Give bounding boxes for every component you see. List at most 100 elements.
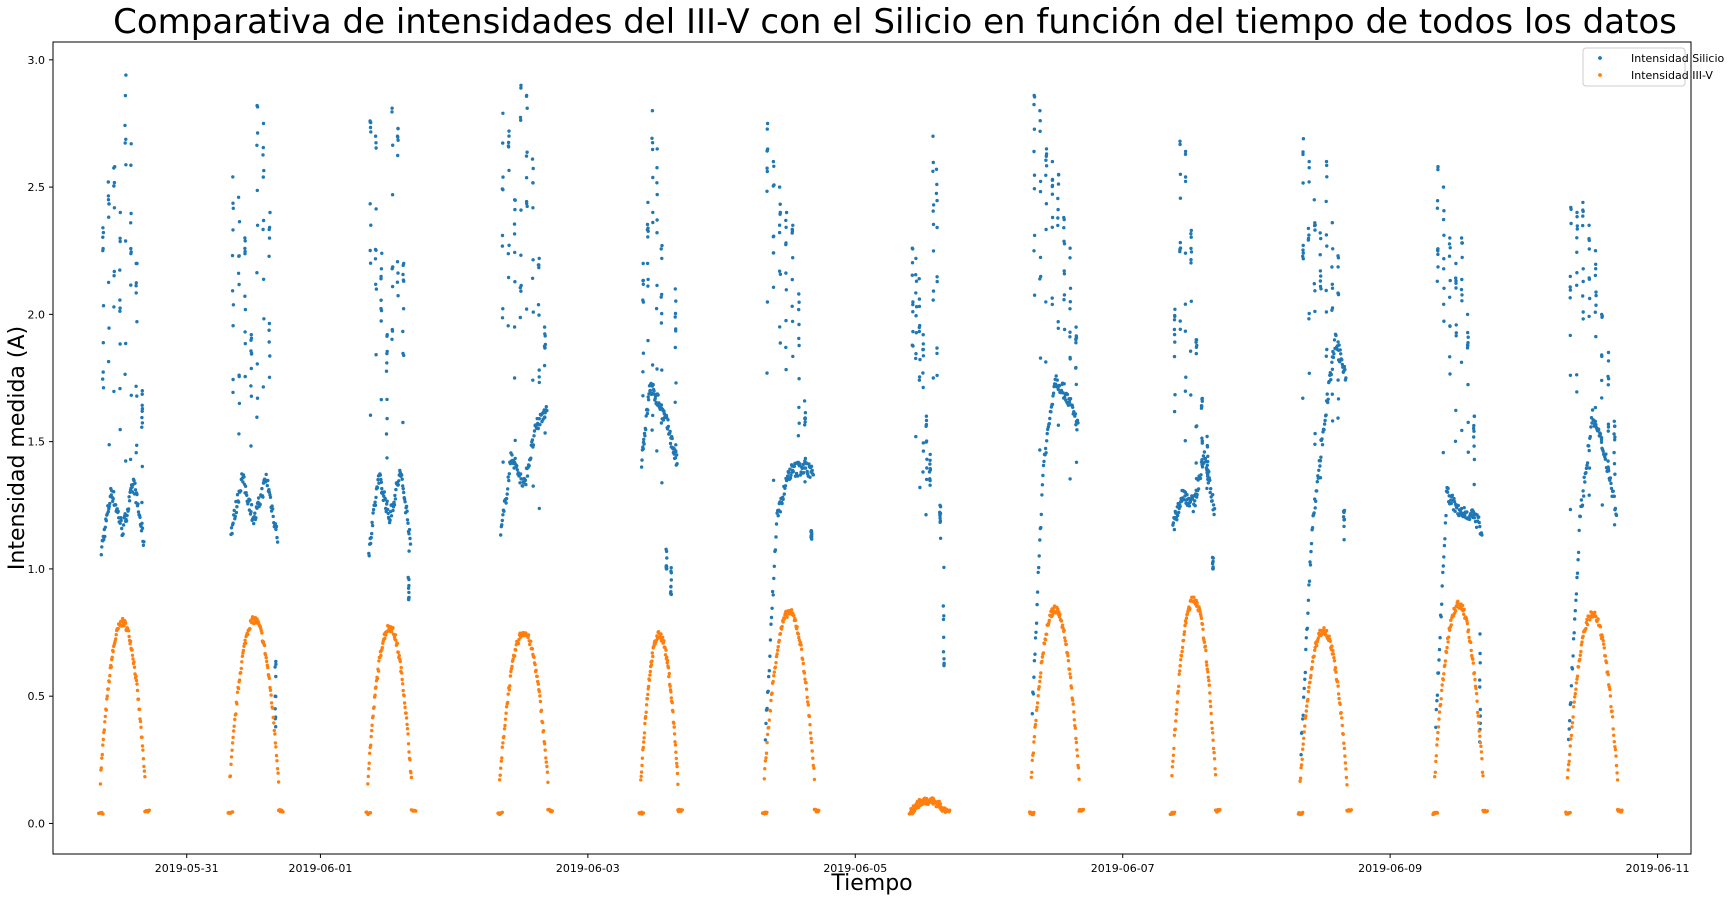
silicio-point xyxy=(1043,446,1048,451)
iii-v-point xyxy=(272,728,276,733)
silicio-point xyxy=(651,210,655,215)
iii-v-point xyxy=(108,673,112,678)
silicio-point xyxy=(1589,425,1593,429)
silicio-point xyxy=(1575,575,1579,580)
silicio-point xyxy=(1301,248,1305,252)
silicio-point xyxy=(501,188,505,192)
iii-v-point xyxy=(1060,623,1065,627)
iii-v-point xyxy=(546,780,550,784)
iii-v-point xyxy=(1205,663,1209,667)
silicio-point xyxy=(1575,227,1580,231)
iii-v-point xyxy=(1434,759,1438,764)
silicio-point xyxy=(652,389,656,393)
silicio-point xyxy=(935,275,939,279)
silicio-point xyxy=(650,363,655,367)
silicio-point xyxy=(118,268,122,272)
silicio-point xyxy=(790,277,794,282)
iii-v-point xyxy=(1071,702,1075,706)
silicio-point xyxy=(1303,677,1307,681)
silicio-point xyxy=(1187,504,1192,508)
iii-v-point xyxy=(1036,694,1040,698)
silicio-point xyxy=(1606,377,1611,381)
silicio-point xyxy=(1450,493,1455,497)
silicio-point xyxy=(118,342,122,346)
silicio-point xyxy=(1051,391,1056,395)
silicio-point xyxy=(925,457,929,461)
iii-v-point xyxy=(1067,667,1072,671)
iii-v-point xyxy=(1074,740,1079,745)
iii-v-point xyxy=(1475,699,1479,703)
silicio-point xyxy=(395,280,400,284)
iii-v-point xyxy=(540,720,545,725)
silicio-point xyxy=(507,129,511,133)
silicio-point xyxy=(243,252,247,256)
iii-v-point xyxy=(1573,695,1577,699)
silicio-point xyxy=(231,521,235,525)
silicio-point xyxy=(1604,452,1608,456)
silicio-point xyxy=(1318,253,1322,257)
silicio-point xyxy=(1443,521,1448,525)
silicio-point xyxy=(1331,247,1335,251)
silicio-point xyxy=(101,226,105,230)
silicio-point xyxy=(374,353,378,357)
silicio-point xyxy=(232,508,236,513)
iii-v-point xyxy=(499,766,503,770)
iii-v-point xyxy=(651,654,655,659)
y-tick-label: 1.5 xyxy=(28,436,46,449)
silicio-point xyxy=(124,459,128,463)
silicio-point xyxy=(1306,611,1310,615)
silicio-point xyxy=(373,500,377,504)
silicio-point xyxy=(506,145,511,149)
silicio-point xyxy=(118,521,122,525)
silicio-point xyxy=(911,329,915,334)
iii-v-point xyxy=(1181,638,1186,643)
silicio-point xyxy=(1440,602,1444,606)
silicio-point xyxy=(921,441,925,445)
silicio-point xyxy=(768,654,772,658)
silicio-point xyxy=(1594,423,1598,427)
silicio-point xyxy=(545,408,549,413)
iii-v-point xyxy=(1460,603,1465,608)
silicio-point xyxy=(519,118,523,122)
silicio-point xyxy=(406,586,411,590)
silicio-point xyxy=(765,127,769,131)
iii-v-point xyxy=(246,632,250,637)
silicio-point xyxy=(928,467,932,471)
silicio-point xyxy=(784,218,788,223)
iii-v-point xyxy=(1469,648,1473,653)
silicio-point xyxy=(1307,311,1311,316)
iii-v-point xyxy=(1328,639,1333,643)
silicio-point xyxy=(1041,463,1046,468)
silicio-point xyxy=(1613,438,1617,442)
iii-v-point xyxy=(785,615,789,619)
silicio-point xyxy=(1193,499,1197,503)
silicio-point xyxy=(1599,440,1604,444)
iii-v-point xyxy=(1471,661,1476,665)
silicio-point xyxy=(1443,537,1447,541)
iii-v-point xyxy=(1481,774,1485,778)
iii-v-point xyxy=(401,688,405,693)
iii-v-point xyxy=(101,737,106,742)
silicio-point xyxy=(931,134,935,138)
iii-v-point xyxy=(528,642,532,647)
silicio-point xyxy=(249,510,253,514)
iii-v-point xyxy=(774,654,779,659)
silicio-point xyxy=(1459,287,1464,292)
iii-v-point xyxy=(812,777,817,782)
iii-v-point xyxy=(1037,685,1041,689)
silicio-point xyxy=(141,543,146,547)
silicio-point xyxy=(1050,302,1055,307)
iii-v-point xyxy=(234,712,238,716)
silicio-point xyxy=(665,556,669,560)
silicio-point xyxy=(798,473,803,477)
iii-v-point xyxy=(508,674,513,678)
silicio-point xyxy=(129,250,133,254)
iii-v-point xyxy=(1184,621,1188,625)
iii-v-point xyxy=(1071,698,1075,702)
silicio-point xyxy=(1465,312,1470,317)
iii-v-point xyxy=(1175,700,1180,704)
iii-v-point xyxy=(504,705,509,709)
iii-v-point xyxy=(119,619,123,624)
iii-v-point xyxy=(772,670,776,674)
